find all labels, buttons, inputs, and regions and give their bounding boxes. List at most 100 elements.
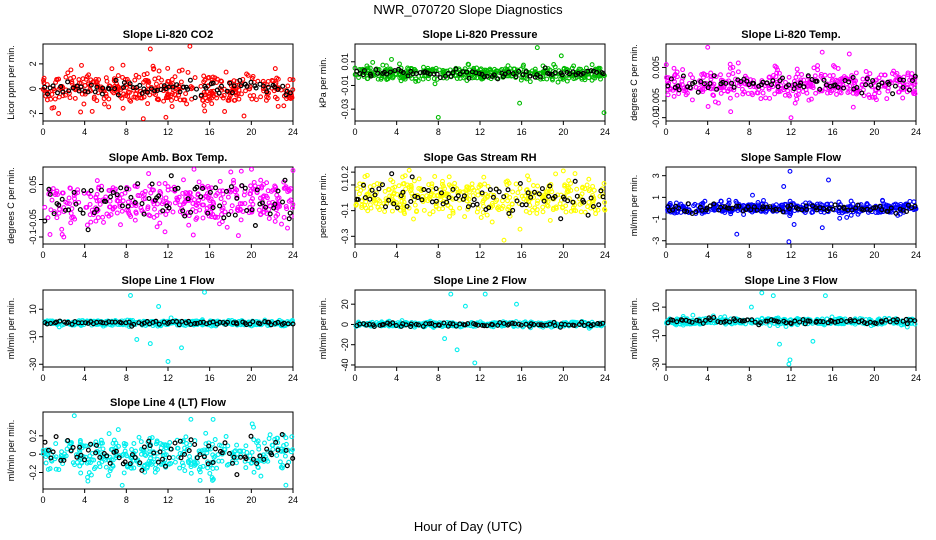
data-point <box>853 78 859 84</box>
reference-point <box>94 206 100 212</box>
data-point <box>159 77 164 83</box>
reference-point <box>433 198 439 204</box>
data-point <box>708 76 714 82</box>
x-tick-label: 24 <box>288 495 298 505</box>
data-point <box>238 217 244 223</box>
reference-point <box>676 87 682 93</box>
reference-point <box>371 324 377 330</box>
data-point <box>450 210 456 216</box>
data-point <box>663 62 669 68</box>
data-point <box>214 191 220 196</box>
data-point <box>456 66 462 72</box>
data-point <box>891 68 897 74</box>
reference-point <box>692 79 698 85</box>
data-point <box>811 65 817 71</box>
reference-point <box>156 321 162 327</box>
reference-point <box>759 206 765 212</box>
data-point <box>763 209 769 215</box>
data-point <box>170 209 176 215</box>
data-point <box>152 206 157 212</box>
data-points <box>40 413 296 488</box>
data-point <box>119 191 125 197</box>
reference-point <box>194 86 200 92</box>
data-point <box>68 210 74 216</box>
reference-point <box>757 320 763 326</box>
reference-point <box>172 440 178 446</box>
data-point <box>275 103 281 109</box>
data-point <box>193 209 199 214</box>
data-point <box>363 205 369 211</box>
data-point <box>138 451 144 457</box>
reference-point <box>119 203 125 209</box>
x-tick-label: 8 <box>436 127 441 137</box>
data-point <box>120 105 126 111</box>
data-point <box>791 78 797 84</box>
reference-point <box>792 81 798 87</box>
data-point <box>560 76 566 82</box>
data-point <box>170 455 176 460</box>
panel-title: Slope Line 1 Flow <box>122 275 215 287</box>
reference-point <box>840 85 846 91</box>
x-tick-label: 4 <box>394 373 399 383</box>
reference-point <box>264 89 270 95</box>
data-point <box>156 304 162 309</box>
reference-point <box>510 207 516 213</box>
reference-point <box>547 71 553 77</box>
data-point <box>413 76 419 82</box>
data-point <box>507 194 513 200</box>
reference-point <box>42 218 48 224</box>
data-point <box>145 206 151 212</box>
reference-point <box>182 213 188 219</box>
data-point <box>214 465 220 471</box>
reference-point <box>112 86 118 92</box>
reference-point <box>267 211 273 217</box>
reference-point <box>447 321 453 327</box>
y-axis-label: ml/min per min. <box>629 175 639 237</box>
data-point <box>680 67 686 73</box>
reference-point <box>194 184 200 190</box>
reference-point <box>83 320 89 326</box>
data-point <box>201 447 207 453</box>
data-point <box>168 461 174 466</box>
data-point <box>485 183 491 189</box>
reference-point <box>51 211 57 217</box>
reference-point <box>77 207 83 213</box>
reference-point <box>280 199 286 205</box>
reference-point <box>742 318 748 324</box>
data-point <box>204 450 210 456</box>
reference-point <box>798 80 804 86</box>
data-point <box>912 88 918 94</box>
x-tick-label: 12 <box>475 373 485 383</box>
data-point <box>462 303 468 309</box>
data-point <box>47 232 53 237</box>
data-point <box>136 74 142 80</box>
reference-point <box>900 77 906 83</box>
reference-point <box>200 186 206 192</box>
data-point <box>177 451 183 456</box>
data-point <box>557 201 563 207</box>
data-point <box>212 437 218 442</box>
reference-point <box>572 178 578 184</box>
reference-point <box>361 182 367 188</box>
data-point <box>727 95 733 101</box>
y-tick-label: -0.3 <box>340 229 350 245</box>
reference-point <box>817 86 823 92</box>
data-point <box>196 467 202 472</box>
plot-frame <box>354 289 606 368</box>
data-point <box>692 201 698 207</box>
data-point <box>260 78 266 84</box>
reference-point <box>595 321 601 327</box>
reference-point <box>431 71 437 77</box>
reference-point <box>78 84 84 90</box>
data-point <box>442 336 448 342</box>
panel-title: Slope Line 3 Flow <box>745 275 838 287</box>
reference-point <box>272 201 278 207</box>
data-point <box>786 74 792 80</box>
x-tick-label: 0 <box>663 250 668 260</box>
reference-point <box>464 69 470 75</box>
data-point <box>601 206 607 212</box>
data-point <box>520 64 526 70</box>
data-point <box>272 218 278 224</box>
reference-point <box>230 460 236 466</box>
